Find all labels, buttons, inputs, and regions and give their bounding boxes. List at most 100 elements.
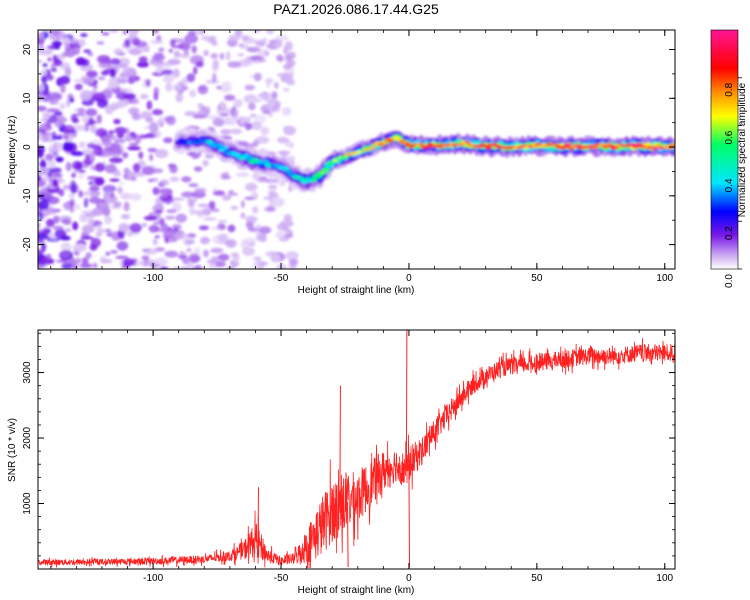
ridge-cell	[592, 146, 600, 150]
noise-blob	[89, 243, 98, 251]
snr-frame	[37, 329, 676, 570]
noise-blob	[215, 261, 226, 268]
noise-blob	[71, 160, 84, 171]
noise-blob	[75, 57, 87, 66]
noise-blob	[225, 239, 237, 248]
x-tick-label: -100	[143, 573, 163, 584]
noise-blob	[39, 70, 48, 76]
noise-blob	[197, 84, 209, 95]
noise-blob	[72, 263, 77, 269]
noise-blob	[187, 261, 193, 268]
snr-spike	[405, 330, 408, 471]
noise-blob	[45, 218, 55, 228]
noise-blob	[81, 98, 94, 106]
noise-blob	[229, 128, 243, 135]
noise-blob	[155, 63, 164, 74]
noise-blob	[44, 209, 53, 215]
noise-blob	[94, 162, 106, 172]
noise-blob	[128, 34, 134, 42]
noise-blob	[154, 257, 169, 266]
noise-blob	[223, 175, 231, 180]
noise-blob	[245, 221, 254, 229]
noise-blob	[56, 78, 71, 84]
noise-blob	[227, 38, 238, 48]
noise-blob	[54, 119, 64, 128]
noise-blob	[207, 37, 217, 44]
noise-blob	[105, 251, 111, 256]
y-tick-label: 3000	[22, 361, 33, 384]
noise-blob	[43, 192, 52, 200]
ridge-cell	[327, 160, 337, 164]
noise-blob	[240, 212, 246, 219]
noise-blob	[48, 144, 62, 153]
noise-blob	[172, 197, 185, 201]
noise-blob	[210, 247, 224, 254]
noise-blob	[46, 253, 52, 260]
noise-blob	[47, 159, 56, 169]
noise-blob	[194, 264, 203, 269]
chart-title: PAZ1.2026.086.17.44.G25	[273, 1, 439, 17]
noise-blob	[193, 114, 207, 119]
noise-blob	[224, 117, 230, 126]
noise-blob	[248, 102, 256, 111]
noise-blob	[203, 249, 209, 258]
noise-blob	[245, 56, 252, 63]
noise-blob	[221, 81, 231, 85]
noise-blob	[40, 158, 46, 166]
noise-blob	[240, 239, 249, 250]
snr-spike	[339, 385, 341, 507]
noise-blob	[195, 30, 206, 36]
noise-blob	[216, 85, 222, 90]
snr-y-axis: 1000 2000 3000	[22, 332, 675, 557]
noise-blob	[59, 103, 66, 110]
noise-blob	[85, 252, 92, 259]
noise-blob	[58, 215, 72, 221]
noise-blob	[97, 99, 108, 108]
noise-blob	[38, 167, 50, 175]
noise-blob	[123, 173, 128, 180]
noise-blob	[118, 223, 130, 232]
noise-blob	[38, 148, 44, 158]
colorbar-tick-label: 0.2	[724, 226, 735, 240]
noise-blob	[233, 98, 243, 108]
noise-blob	[227, 61, 242, 68]
y-tick-label: 20	[22, 44, 33, 56]
noise-blob	[122, 67, 137, 76]
noise-blob	[258, 232, 267, 243]
noise-blob	[160, 266, 169, 269]
snr-plot-area	[38, 330, 675, 569]
noise-blob	[224, 94, 236, 101]
noise-blob	[165, 215, 176, 220]
noise-blob	[271, 197, 285, 208]
ridge-cell	[464, 140, 471, 144]
colorbar-gradient	[711, 30, 738, 269]
noise-blob	[171, 45, 185, 49]
noise-blob	[212, 190, 226, 196]
noise-blob	[50, 68, 58, 72]
noise-blob	[113, 48, 124, 56]
noise-blob	[148, 224, 160, 233]
spectrogram-x-axis: -100 -50 0 50 100	[50, 30, 674, 284]
noise-blob	[242, 246, 256, 256]
noise-blob	[38, 193, 44, 200]
noise-blob	[166, 209, 177, 214]
noise-blob	[78, 173, 85, 180]
noise-blob	[58, 30, 66, 39]
noise-blob	[117, 229, 125, 239]
noise-blob	[188, 183, 199, 188]
noise-blob	[69, 38, 80, 44]
noise-blob	[154, 247, 166, 252]
noise-blob	[271, 91, 278, 99]
ridge-cell	[531, 145, 539, 149]
noise-blob	[181, 77, 188, 86]
noise-blob	[62, 141, 74, 152]
noise-blob	[180, 266, 191, 269]
noise-blob	[153, 52, 164, 57]
noise-blob	[284, 41, 293, 51]
noise-blob	[143, 125, 158, 130]
noise-blob	[258, 58, 267, 63]
noise-blob	[253, 72, 262, 82]
noise-blob	[252, 256, 262, 261]
noise-blob	[268, 193, 280, 198]
noise-blob	[245, 182, 258, 192]
